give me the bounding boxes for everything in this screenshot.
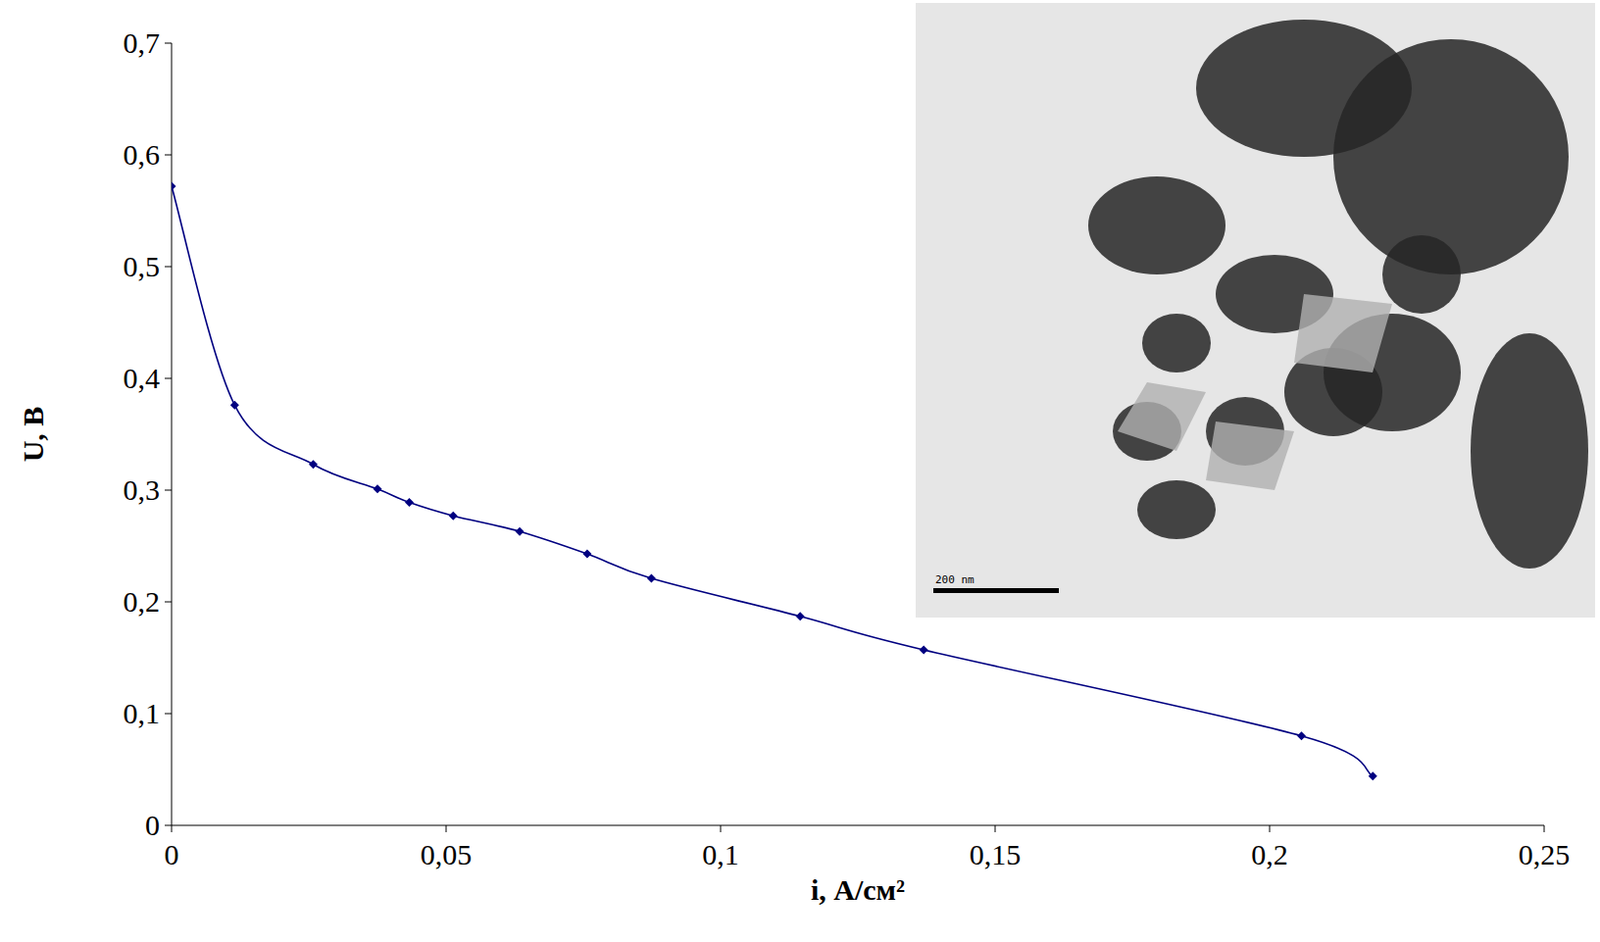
x-tick-label: 0,15	[969, 838, 1022, 871]
x-tick-label: 0,1	[701, 838, 740, 871]
data-point	[919, 646, 929, 655]
y-tick-label: 0,7	[123, 26, 161, 59]
inset-flake	[1117, 382, 1206, 451]
inset-background	[915, 2, 1596, 618]
y-tick-label: 0,3	[123, 473, 161, 506]
y-tick	[164, 154, 172, 156]
x-tick-label: 0,2	[1250, 838, 1289, 871]
data-point	[230, 400, 240, 410]
data-point	[373, 484, 383, 494]
inset-particle	[1333, 39, 1569, 275]
data-point	[449, 511, 458, 521]
inset-image	[915, 2, 1596, 618]
y-tick	[164, 378, 172, 380]
x-tick-label: 0	[164, 838, 180, 871]
y-tick-label: 0,4	[123, 361, 161, 395]
x-tick	[1544, 825, 1546, 833]
data-point	[1297, 731, 1306, 741]
y-axis-title: U, В	[16, 406, 50, 463]
y-tick	[164, 601, 172, 603]
inset-particle	[1137, 480, 1216, 540]
data-point	[647, 574, 656, 584]
scale-label: 200 nm	[935, 573, 975, 587]
inset-flake	[1205, 421, 1295, 491]
x-tick-label: 0,25	[1518, 838, 1571, 871]
y-tick	[164, 43, 172, 45]
y-axis	[171, 43, 173, 826]
inset-particle	[1382, 235, 1461, 314]
x-tick	[995, 825, 997, 833]
inset-particle	[1088, 176, 1226, 275]
data-point	[582, 549, 592, 558]
x-axis-title: i, А/см²	[810, 873, 905, 906]
x-tick	[1269, 825, 1271, 833]
x-tick	[171, 825, 173, 833]
data-point	[308, 459, 318, 469]
x-axis	[171, 825, 1545, 827]
inset-particle	[1142, 313, 1211, 373]
y-tick	[164, 825, 172, 827]
data-point	[1368, 771, 1378, 781]
data-point	[515, 527, 525, 537]
y-tick-label: 0,1	[123, 697, 161, 730]
x-tick	[446, 825, 448, 833]
y-tick	[164, 713, 172, 715]
x-tick-label: 0,05	[420, 838, 473, 871]
y-tick	[164, 490, 172, 492]
inset-flake	[1294, 294, 1393, 373]
chart: 0 0,1 0,2 0,3 0,4 0,5 0,6 0,7 0 0,05 0,1 0,15 0,2 0,2…	[0, 0, 1600, 942]
data-point	[171, 181, 177, 191]
y-tick-label: 0	[145, 808, 160, 842]
inset-particle	[1470, 333, 1589, 569]
x-tick	[720, 825, 722, 833]
data-point	[404, 498, 414, 507]
y-tick-label: 0,2	[123, 585, 161, 618]
y-tick-label: 0,5	[123, 250, 161, 283]
data-point	[796, 611, 805, 621]
series-line	[171, 186, 1373, 777]
scale-bar	[933, 588, 1059, 594]
plot-area	[171, 181, 1378, 781]
y-tick-label: 0,6	[123, 138, 161, 171]
y-tick	[164, 266, 172, 268]
